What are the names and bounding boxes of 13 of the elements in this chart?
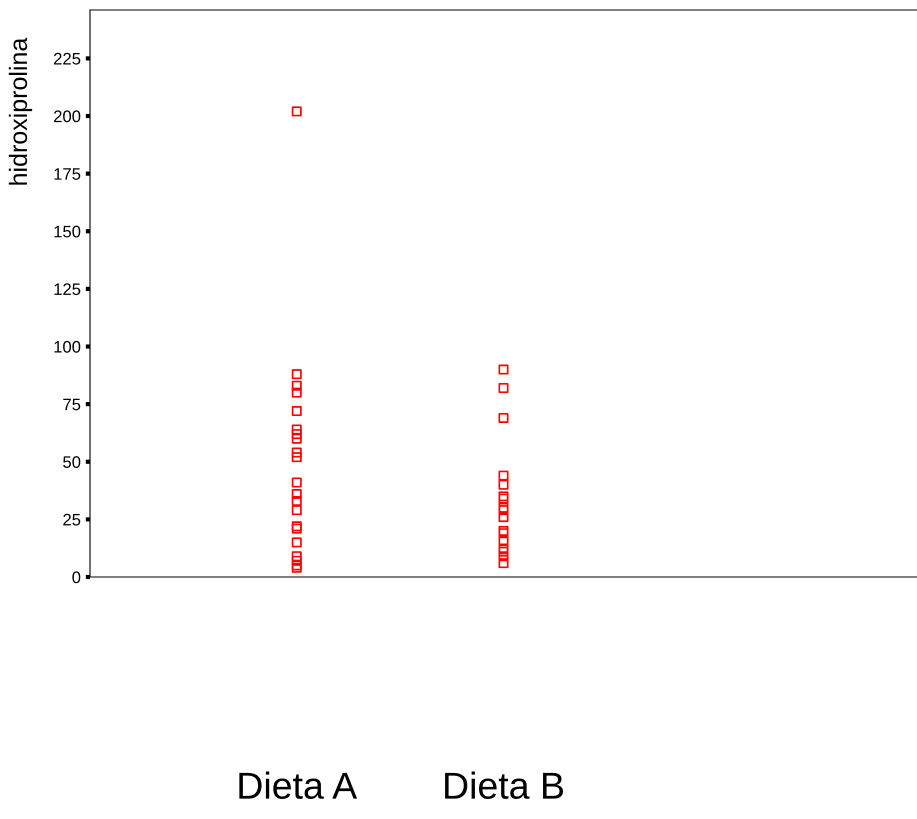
y-tick-label: 0 (72, 571, 80, 584)
y-tick-label: 100 (54, 340, 80, 353)
y-tick-label: 225 (54, 52, 80, 65)
y-tick-label: 200 (54, 110, 80, 122)
y-axis-title: hidroxiprolina (8, 38, 32, 185)
y-tick-label: 125 (54, 283, 80, 296)
y-tick-label: 50 (63, 456, 80, 468)
y-tick-label: 175 (54, 168, 80, 180)
y-tick-label: 25 (63, 514, 80, 526)
y-tick-label: 150 (54, 226, 80, 238)
x-tick-label: Dieta B (445, 771, 564, 799)
x-tick-label: Dieta A (239, 771, 358, 799)
y-tick-label: 75 (63, 398, 80, 410)
